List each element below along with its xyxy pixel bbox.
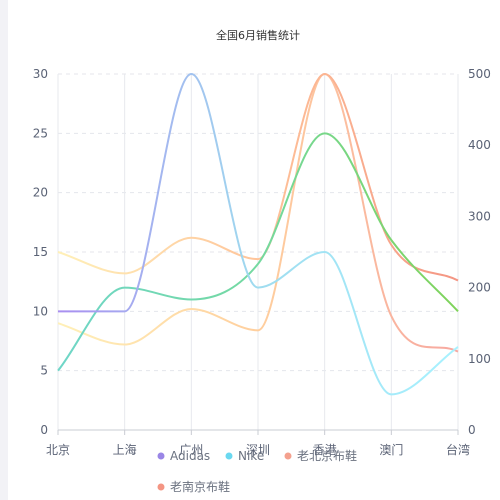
legend-item[interactable]: Nike (225, 449, 265, 463)
y-right-tick-label: 400 (468, 138, 491, 152)
legend-marker (225, 452, 233, 460)
legend-label: Adidas (170, 449, 210, 463)
legend-label: Nike (238, 449, 264, 463)
y-right-tick-label: 200 (468, 281, 491, 295)
legend-label: 老北京布鞋 (297, 448, 357, 463)
x-tick-label: 上海 (113, 442, 137, 457)
legend-marker (157, 452, 165, 460)
x-tick-label: 台湾 (446, 442, 470, 457)
chart-title: 全国6月销售统计 (216, 28, 300, 42)
y-left-tick-label: 10 (33, 304, 48, 318)
series-line-0 (58, 73, 459, 396)
series-line-3 (57, 73, 459, 282)
series-line-1 (57, 132, 459, 372)
y-left-tick-label: 0 (40, 423, 48, 437)
legend-item[interactable]: 老南京布鞋 (157, 479, 231, 494)
series-line-2 (57, 73, 459, 353)
series-lines (57, 73, 459, 396)
legend-marker (157, 483, 165, 491)
legend-marker (284, 452, 292, 460)
y-right-tick-label: 0 (468, 423, 476, 437)
legend-item[interactable]: Adidas (157, 449, 211, 463)
x-tick-label: 深圳 (246, 443, 270, 457)
x-tick-label: 广州 (179, 443, 203, 457)
y-left-tick-label: 15 (33, 245, 48, 259)
y-left-tick-label: 5 (40, 364, 48, 378)
y-right-tick-label: 100 (468, 352, 491, 366)
y-left-tick-label: 20 (33, 186, 48, 200)
y-left-tick-label: 30 (33, 67, 48, 81)
legend-item[interactable]: 老北京布鞋 (284, 448, 358, 463)
x-tick-label: 澳门 (379, 442, 403, 457)
x-tick-label: 北京 (46, 443, 70, 457)
y-right-tick-label: 500 (468, 67, 491, 81)
grid-lines (57, 73, 459, 431)
y-left-tick-label: 25 (33, 126, 48, 140)
y-right-tick-label: 300 (468, 209, 491, 223)
legend-label: 老南京布鞋 (170, 479, 230, 494)
side-strip (0, 0, 8, 500)
x-tick-label: 香港 (313, 443, 337, 457)
